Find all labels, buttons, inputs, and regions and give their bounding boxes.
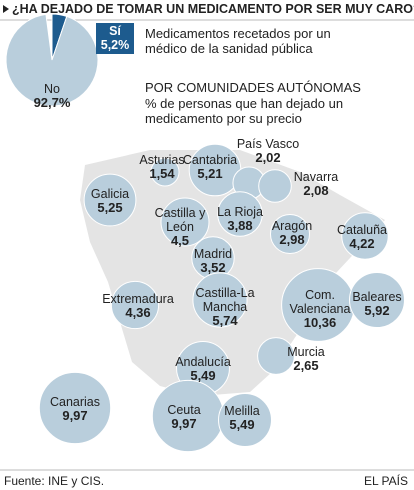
region-label: Castilla-La Mancha 5,74 xyxy=(185,286,265,328)
region-name: Cantabria xyxy=(182,153,238,167)
region-value: 4,5 xyxy=(170,233,190,248)
map-title: POR COMUNIDADES AUTÓNOMAS xyxy=(145,80,361,95)
region-label: Cataluña 4,22 xyxy=(322,223,402,251)
map-shape xyxy=(80,150,392,396)
region-label: Galicia 5,25 xyxy=(70,187,150,215)
region-label: Extremadura 4,36 xyxy=(98,292,178,320)
slice-label: Sí 5,2% xyxy=(96,23,134,54)
region-value: 3,88 xyxy=(227,218,253,233)
slice-value: 92,7% xyxy=(33,95,71,110)
region-value: 5,49 xyxy=(190,368,216,383)
bubble xyxy=(258,169,292,203)
region-name: Com. Valenciana xyxy=(289,288,351,316)
bubble xyxy=(269,213,311,255)
region-value: 5,25 xyxy=(97,200,123,215)
map-subtitle: % de personas que han dejado un medicame… xyxy=(145,96,344,126)
bubble xyxy=(38,371,112,445)
region-name: Madrid xyxy=(193,247,233,261)
region-label: Aragón 2,98 xyxy=(252,219,332,247)
region-name: La Rioja xyxy=(217,205,263,219)
bubble xyxy=(160,197,210,247)
region-name: Extremadura xyxy=(102,292,174,306)
pie-subtitle: Medicamentos recetados por un médico de … xyxy=(145,26,331,56)
region-name: Galicia xyxy=(90,187,130,201)
region-value: 1,54 xyxy=(149,166,175,181)
region-value: 3,52 xyxy=(200,260,226,275)
region-value: 2,98 xyxy=(279,232,305,247)
bubble xyxy=(217,191,263,237)
slice-value: 5,2% xyxy=(100,38,130,52)
region-value: 9,97 xyxy=(171,416,197,431)
region-name: Murcia xyxy=(287,345,325,359)
slice-category: Sí xyxy=(109,24,121,38)
bubble xyxy=(257,337,295,375)
region-value: 5,92 xyxy=(364,303,390,318)
region-name: País Vasco xyxy=(236,137,300,151)
region-name: Asturias xyxy=(139,153,185,167)
region-name: Castilla-La Mancha xyxy=(195,286,255,314)
region-name: Aragón xyxy=(271,219,313,233)
bubble xyxy=(341,212,389,260)
region-value: 4,36 xyxy=(125,305,151,320)
chart-title: ¿HA DEJADO DE TOMAR UN MEDICAMENTO POR S… xyxy=(12,2,414,16)
pie-slice xyxy=(5,13,99,107)
region-name: Cataluña xyxy=(336,223,388,237)
region-value: 5,21 xyxy=(197,166,223,181)
slice-label: No 92,7% xyxy=(34,82,71,110)
region-label: Navarra 2,08 xyxy=(276,170,356,198)
region-value: 10,36 xyxy=(303,315,337,330)
bubble xyxy=(110,280,160,330)
bubble xyxy=(218,393,272,447)
region-value: 2,65 xyxy=(293,358,319,373)
region-label: Andalucía 5,49 xyxy=(163,355,243,383)
region-value: 9,97 xyxy=(62,408,88,423)
region-label: País Vasco 2,02 xyxy=(228,137,308,165)
bubble xyxy=(150,157,180,187)
region-label: Canarias 9,97 xyxy=(35,395,115,423)
region-name: Navarra xyxy=(293,170,339,184)
title-marker xyxy=(3,5,9,13)
region-label: Com. Valenciana 10,36 xyxy=(280,288,360,330)
region-label: Murcia 2,65 xyxy=(266,345,346,373)
region-name: Melilla xyxy=(224,404,260,418)
slice-category: No xyxy=(44,82,60,96)
region-label: Madrid 3,52 xyxy=(173,247,253,275)
region-name: Canarias xyxy=(49,395,101,409)
region-value: 4,22 xyxy=(349,236,375,251)
source: Fuente: INE y CIS. xyxy=(4,474,105,488)
credit: EL PAÍS xyxy=(363,474,408,488)
bubble xyxy=(83,173,137,227)
region-value: 5,74 xyxy=(212,313,238,328)
bubble xyxy=(192,272,248,328)
region-label: Ceuta 9,97 xyxy=(144,403,224,431)
region-name: Castilla y León xyxy=(154,206,206,234)
region-label: Baleares 5,92 xyxy=(337,290,414,318)
region-value: 5,49 xyxy=(229,417,255,432)
region-label: Asturias 1,54 xyxy=(122,153,202,181)
bubble xyxy=(349,272,405,328)
region-name: Andalucía xyxy=(175,355,231,369)
region-label: Cantabria 5,21 xyxy=(170,153,250,181)
region-label: Castilla y León 4,5 xyxy=(140,206,220,248)
region-value: 2,02 xyxy=(255,150,281,165)
region-value: 2,08 xyxy=(303,183,329,198)
region-name: Baleares xyxy=(352,290,402,304)
region-label: La Rioja 3,88 xyxy=(200,205,280,233)
region-name: Ceuta xyxy=(167,403,201,417)
region-label: Melilla 5,49 xyxy=(202,404,282,432)
